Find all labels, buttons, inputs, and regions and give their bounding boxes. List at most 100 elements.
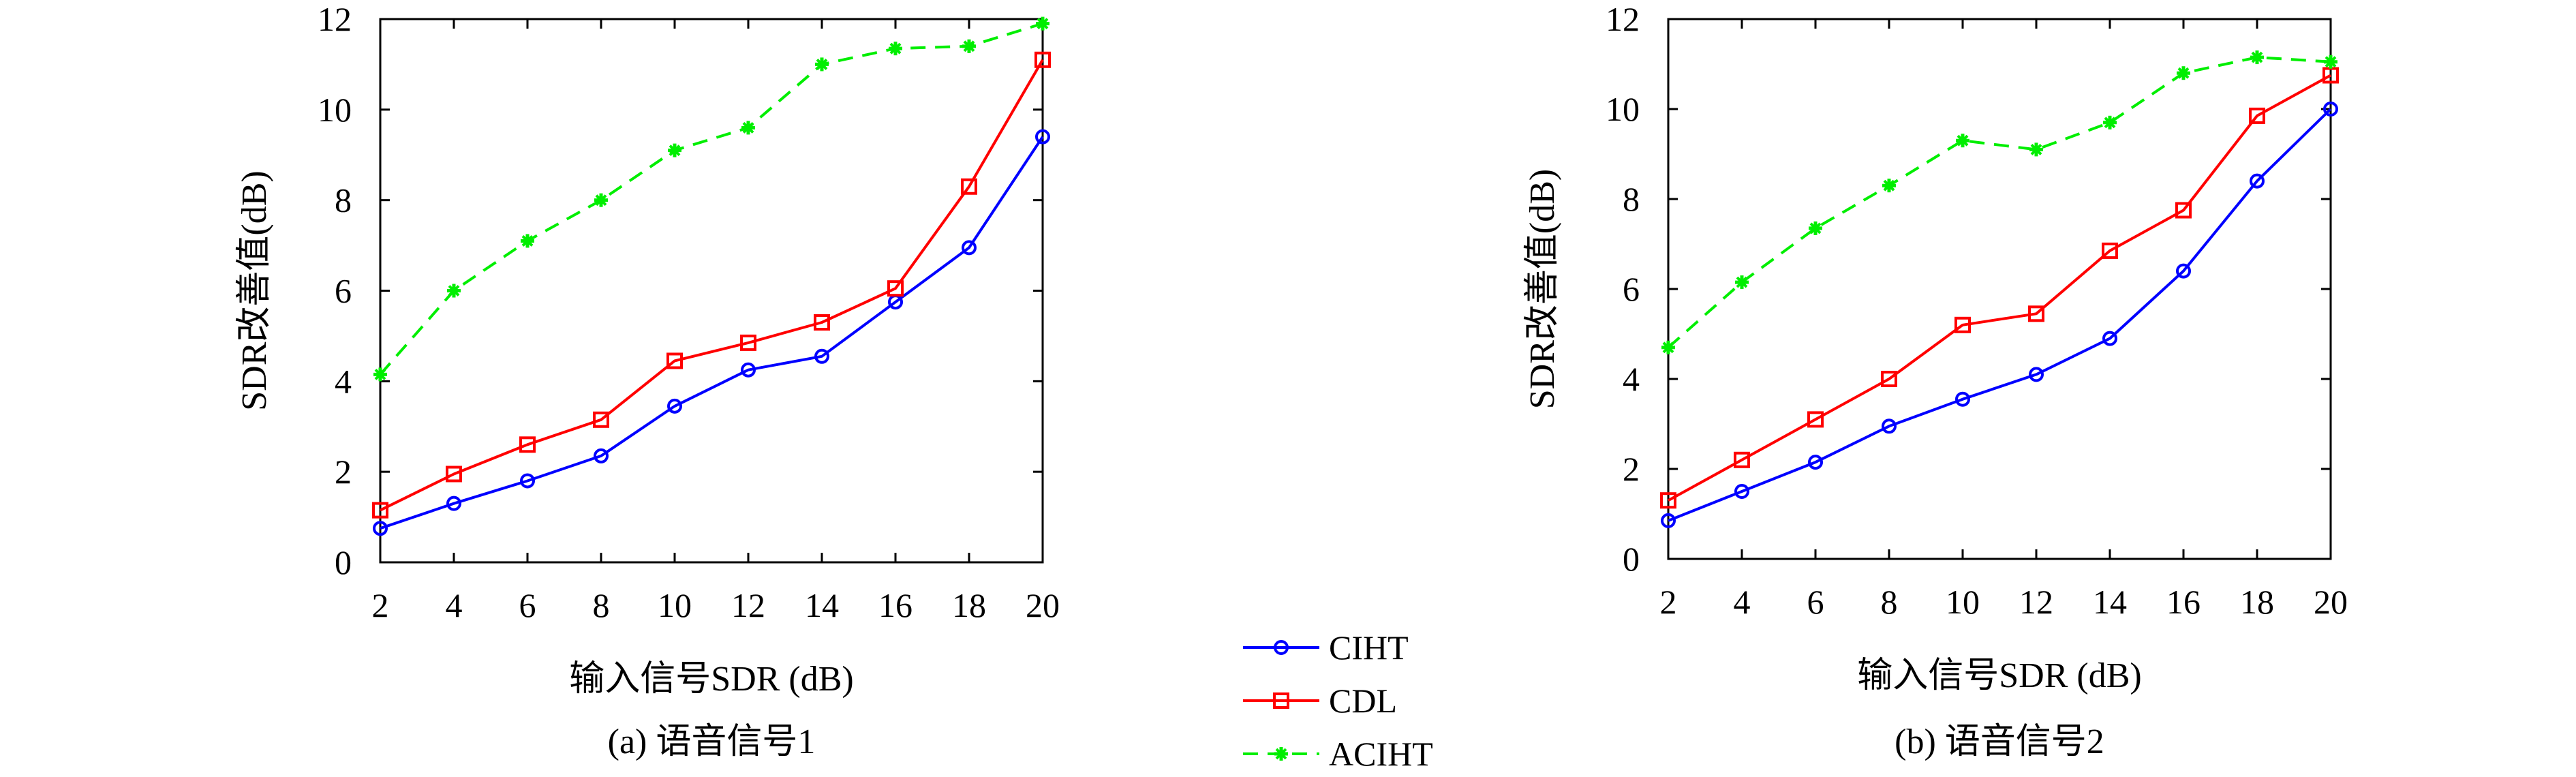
y-tick-label: 8 [1623, 180, 1640, 218]
series-line-ciht [380, 136, 1044, 530]
data-point-cdl [1034, 51, 1051, 68]
x-tick-label: 14 [2093, 583, 2127, 621]
y-axis-label: SDR改善值(dB) [1523, 169, 1562, 409]
data-point-aciht [2250, 50, 2264, 65]
legend-label-ciht: CIHT [1329, 628, 1409, 667]
y-tick-label: 2 [335, 453, 352, 491]
data-point-ciht [520, 473, 535, 489]
x-tick-label: 16 [878, 586, 913, 624]
legend-marker [1273, 692, 1289, 709]
x-tick-label: 2 [372, 586, 389, 624]
plot-frame [1667, 18, 2332, 560]
data-point-ciht [2176, 263, 2191, 279]
data-point-ciht [1882, 418, 1897, 434]
data-point-aciht [2177, 66, 2190, 80]
y-tick-label: 6 [335, 272, 352, 310]
data-point-aciht [1661, 340, 1675, 354]
data-point-cdl [446, 466, 462, 483]
data-point-aciht [521, 234, 534, 248]
x-tick-label: 18 [2240, 583, 2274, 621]
data-point-aciht [815, 57, 829, 72]
data-point-cdl [961, 178, 977, 195]
x-tick-label: 4 [1734, 583, 1751, 621]
y-tick-label: 6 [1623, 270, 1640, 308]
plot-frame [379, 18, 1044, 564]
data-point-cdl [1660, 492, 1676, 509]
legend-label-cdl: CDL [1329, 682, 1397, 720]
data-point-cdl [1734, 451, 1750, 468]
x-tick-label: 12 [731, 586, 765, 624]
data-point-aciht [962, 39, 976, 53]
data-point-ciht [1808, 455, 1823, 470]
data-point-ciht [2029, 367, 2044, 382]
data-point-cdl [1881, 371, 1897, 387]
series-line-cdl [380, 59, 1044, 512]
data-point-aciht [668, 143, 681, 157]
data-point-ciht [2323, 102, 2338, 117]
data-point-aciht [889, 42, 902, 56]
series-line-aciht [1667, 56, 2331, 349]
legend-item-cdl: CDL [1240, 680, 1472, 721]
data-point-cdl [2175, 202, 2192, 219]
legend-item-ciht: CIHT [1240, 627, 1472, 668]
y-tick-label: 0 [335, 543, 352, 581]
y-tick-label: 10 [1606, 90, 1640, 128]
legend-swatch-cdl [1243, 692, 1319, 709]
y-tick-label: 4 [1623, 360, 1640, 398]
data-point-aciht [2324, 55, 2337, 69]
data-point-cdl [2028, 305, 2044, 322]
data-point-ciht [1955, 391, 1970, 407]
data-point-cdl [1807, 411, 1824, 428]
data-point-cdl [372, 502, 388, 519]
chart-caption: (b) 语音信号2 [1895, 722, 2104, 761]
x-tick-label: 20 [1026, 586, 1060, 624]
data-point-ciht [962, 240, 977, 256]
data-point-cdl [666, 352, 683, 369]
x-tick-label: 8 [593, 586, 610, 624]
x-tick-label: 10 [1946, 583, 1980, 621]
data-point-ciht [814, 348, 829, 364]
series-line-ciht [1668, 108, 2332, 522]
data-point-cdl [887, 280, 904, 297]
data-point-aciht [373, 367, 387, 382]
data-point-ciht [594, 448, 609, 463]
legend-label-aciht: ACIHT [1329, 735, 1433, 773]
data-point-ciht [667, 398, 682, 414]
data-point-ciht [446, 496, 461, 511]
data-point-cdl [2249, 107, 2265, 124]
data-point-aciht [1809, 221, 1822, 235]
data-point-ciht [2250, 173, 2265, 189]
data-point-aciht [594, 193, 608, 207]
data-point-aciht [2029, 142, 2043, 157]
data-point-ciht [741, 362, 756, 378]
y-tick-label: 8 [335, 181, 352, 219]
x-tick-label: 8 [1881, 583, 1898, 621]
data-point-ciht [2102, 331, 2117, 346]
data-point-aciht [1735, 275, 1749, 290]
series-line-cdl [1668, 74, 2331, 502]
data-point-cdl [2102, 242, 2118, 259]
legend-swatch-aciht [1243, 747, 1319, 761]
series-line-aciht [379, 22, 1043, 376]
data-point-aciht [1882, 179, 1896, 193]
x-tick-label: 16 [2166, 583, 2201, 621]
legend: CIHT CDL ACIHT [1240, 627, 1472, 777]
x-tick-label: 6 [519, 586, 536, 624]
data-point-cdl [740, 334, 756, 351]
x-tick-label: 10 [658, 586, 692, 624]
chart-caption: (a) 语音信号1 [608, 722, 816, 761]
data-point-cdl [1954, 316, 1971, 333]
x-tick-label: 4 [446, 586, 463, 624]
data-point-cdl [593, 411, 609, 428]
x-axis-label: 输入信号SDR (dB) [1857, 656, 2141, 695]
data-point-aciht [447, 284, 461, 298]
y-tick-label: 10 [318, 91, 352, 129]
y-tick-label: 0 [1623, 540, 1640, 578]
x-tick-label: 18 [952, 586, 986, 624]
x-tick-label: 12 [2019, 583, 2053, 621]
y-axis-label: SDR改善值(dB) [235, 170, 274, 410]
data-point-ciht [1734, 484, 1749, 499]
